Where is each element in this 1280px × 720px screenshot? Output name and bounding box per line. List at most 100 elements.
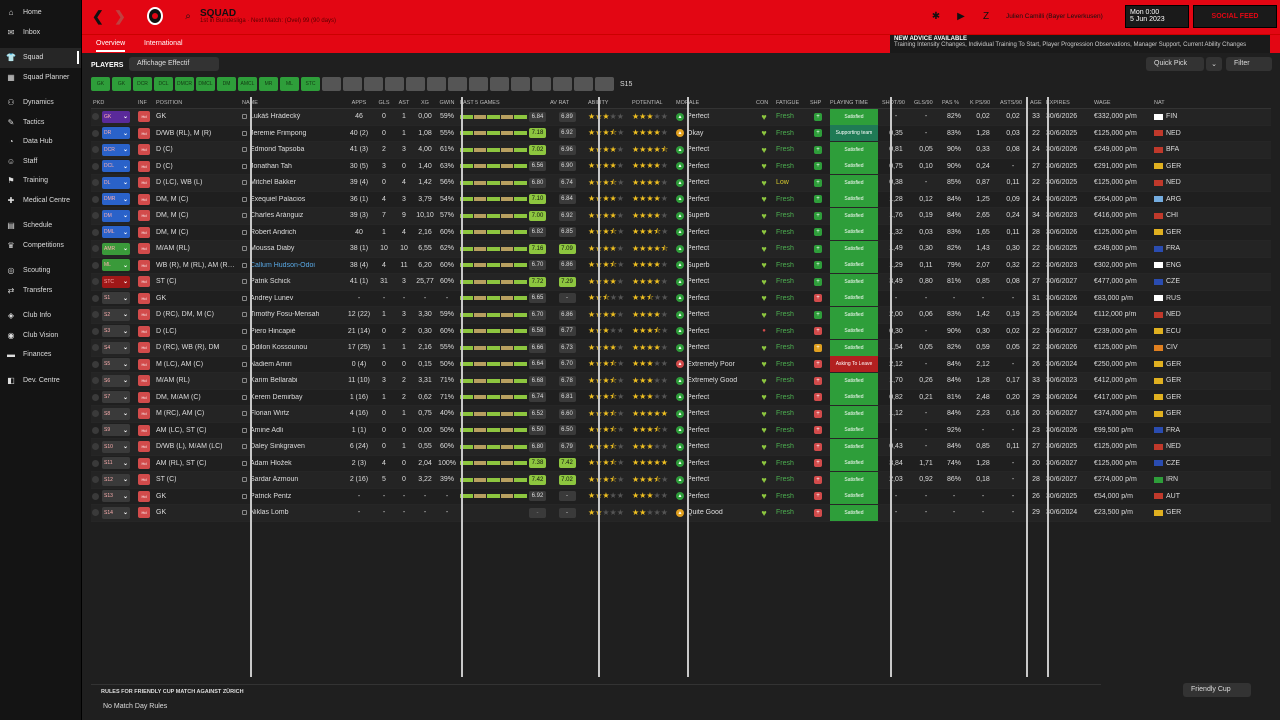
player-name[interactable]: Moussa Diaby — [250, 245, 295, 253]
name-cell[interactable]: Charles Aránguiz — [240, 212, 344, 219]
sidebar-item-home[interactable]: ⌂ Home — [0, 3, 81, 23]
position-select[interactable]: DML ⌄ — [102, 226, 130, 239]
name-cell[interactable]: Amine Adli — [240, 427, 344, 434]
table-row[interactable]: ML ⌄ Hd WB (R), M (RL), AM (RLC) Callum H… — [91, 257, 1271, 274]
empty-position-chip[interactable] — [511, 77, 530, 91]
video-icon[interactable]: ▶ — [957, 10, 965, 22]
info-badge-icon[interactable]: Hd — [138, 144, 150, 156]
position-chip[interactable]: DMCL — [196, 77, 215, 91]
pick-dot-icon[interactable] — [92, 476, 99, 484]
empty-position-chip[interactable] — [574, 77, 593, 91]
column-header[interactable]: XG — [421, 99, 429, 106]
table-row[interactable]: GK ⌄ Hd GK Lukáš Hrádecký 46 0 1 0,00 59%… — [91, 108, 1271, 126]
pick-dot-icon[interactable] — [92, 426, 99, 434]
table-row[interactable]: S11 ⌄ Hd AM (RL), ST (C) Adam Hložek 2 (3… — [91, 455, 1271, 472]
position-chip[interactable]: GK — [112, 77, 131, 91]
position-chip[interactable]: AMCL — [238, 77, 257, 91]
position-select[interactable]: DL ⌄ — [102, 176, 130, 189]
column-header[interactable]: SHP — [810, 99, 822, 106]
column-header[interactable]: ASTS/90 — [1000, 99, 1023, 106]
position-select[interactable]: S5 ⌄ — [102, 358, 130, 371]
player-name[interactable]: Exequiel Palacios — [250, 195, 306, 203]
empty-position-chip[interactable] — [553, 77, 572, 91]
column-header[interactable]: FATIGUE — [776, 99, 800, 106]
empty-position-chip[interactable] — [343, 77, 362, 91]
info-badge-icon[interactable]: Hd — [138, 210, 150, 222]
info-badge-icon[interactable]: Hd — [138, 292, 150, 304]
sidebar-item-club-vision[interactable]: ◉ Club Vision — [0, 326, 81, 346]
pick-dot-icon[interactable] — [92, 129, 99, 137]
player-name[interactable]: Timothy Fosu-Mensah — [250, 311, 320, 319]
column-header[interactable]: POTENTIAL — [632, 99, 663, 106]
pick-dot-icon[interactable] — [92, 294, 99, 302]
name-cell[interactable]: Niklas Lomb — [240, 509, 344, 516]
player-name[interactable]: Odilon Kossounou — [250, 344, 308, 352]
name-cell[interactable]: Robert Andrich — [240, 229, 344, 236]
table-row[interactable]: S1 ⌄ Hd GK Andrey Lunev - - - - - 6.65 - … — [91, 290, 1271, 307]
table-row[interactable]: S7 ⌄ Hd DM, M/AM (C) Kerem Demirbay 1 (16… — [91, 389, 1271, 406]
info-badge-icon[interactable]: Hd — [138, 457, 150, 469]
name-cell[interactable]: Patrik Schick — [240, 278, 344, 285]
name-cell[interactable]: Kerem Demirbay — [240, 394, 344, 401]
position-select[interactable]: ML ⌄ — [102, 259, 130, 272]
column-header[interactable]: PKD — [93, 99, 105, 106]
position-chip[interactable]: DMCR — [175, 77, 194, 91]
table-row[interactable]: S2 ⌄ Hd D (RC), DM, M (C) Timothy Fosu-Me… — [91, 306, 1271, 324]
empty-position-chip[interactable] — [490, 77, 509, 91]
pick-dot-icon[interactable] — [92, 179, 99, 187]
name-cell[interactable]: Moussa Diaby — [240, 245, 344, 252]
sidebar-item-club-info[interactable]: ◈ Club Info — [0, 306, 81, 326]
position-select[interactable]: S1 ⌄ — [102, 292, 130, 305]
pick-dot-icon[interactable] — [92, 212, 99, 220]
info-badge-icon[interactable]: Hd — [138, 375, 150, 387]
column-header[interactable]: INF — [138, 99, 147, 106]
position-select[interactable]: S10 ⌄ — [102, 440, 130, 453]
sidebar-item-training[interactable]: ⚑ Training — [0, 171, 81, 191]
player-name[interactable]: Amine Adli — [250, 426, 284, 434]
table-row[interactable]: S6 ⌄ Hd M/AM (RL) Karim Bellarabi 11 (10)… — [91, 372, 1271, 390]
empty-position-chip[interactable] — [427, 77, 446, 91]
player-name[interactable]: Patrik Schick — [250, 278, 291, 286]
name-cell[interactable]: Edmond Tapsoba — [240, 146, 344, 153]
column-header[interactable]: WAGE — [1094, 99, 1111, 106]
player-name[interactable]: Callum Hudson-Odoi — [250, 261, 315, 269]
empty-position-chip[interactable] — [406, 77, 425, 91]
info-badge-icon[interactable]: Hd — [138, 342, 150, 354]
column-header[interactable]: PAS % — [942, 99, 960, 106]
player-name[interactable]: Daley Sinkgraven — [250, 443, 305, 451]
name-cell[interactable]: Andrey Lunev — [240, 295, 344, 302]
table-row[interactable]: DL ⌄ Hd D (LC), WB (L) Mitchel Bakker 39 … — [91, 174, 1271, 192]
info-badge-icon[interactable]: Hd — [138, 127, 150, 139]
info-badge-icon[interactable]: Hd — [138, 177, 150, 189]
name-cell[interactable]: Odilon Kossounou — [240, 344, 344, 351]
sidebar-item-data-hub[interactable]: ◔ Data Hub — [0, 132, 81, 152]
sidebar-item-medical-centre[interactable]: ✚ Medical Centre — [0, 191, 81, 211]
player-name[interactable]: Kerem Demirbay — [250, 393, 303, 401]
pick-dot-icon[interactable] — [92, 113, 99, 121]
tab-international[interactable]: International — [144, 40, 183, 47]
position-select[interactable]: AMR ⌄ — [102, 242, 130, 255]
column-header[interactable]: PLAYING TIME — [830, 99, 869, 106]
pick-dot-icon[interactable] — [92, 360, 99, 368]
filter-button[interactable]: Filter — [1226, 57, 1272, 71]
table-row[interactable]: S10 ⌄ Hd D/WB (L), M/AM (LC) Daley Sinkgr… — [91, 438, 1271, 456]
pick-dot-icon[interactable] — [92, 344, 99, 352]
column-header[interactable]: NAT — [1154, 99, 1165, 106]
competition-dropdown[interactable]: Friendly Cup — [1183, 683, 1251, 697]
bug-icon[interactable]: ✱ — [931, 10, 941, 22]
name-cell[interactable]: Mitchel Bakker — [240, 179, 344, 186]
empty-position-chip[interactable] — [595, 77, 614, 91]
empty-position-chip[interactable] — [532, 77, 551, 91]
position-select[interactable]: S2 ⌄ — [102, 308, 130, 321]
table-row[interactable]: S14 ⌄ Hd GK Niklas Lomb - - - - - - - ★ ★ ★… — [91, 504, 1271, 522]
column-header[interactable]: NAME — [240, 100, 344, 106]
player-name[interactable]: Nadiem Amiri — [250, 360, 292, 368]
pick-dot-icon[interactable] — [92, 261, 99, 269]
player-name[interactable]: Piero Hincapié — [250, 327, 296, 335]
column-header[interactable]: LAST 5 GAMES — [460, 99, 500, 106]
info-badge-icon[interactable]: Hd — [138, 507, 150, 519]
forward-arrow-icon[interactable]: ❯ — [114, 8, 126, 24]
info-badge-icon[interactable]: Hd — [138, 408, 150, 420]
table-row[interactable]: S8 ⌄ Hd M (RC), AM (C) Florian Wirtz 4 (1… — [91, 405, 1271, 423]
sidebar-item-finances[interactable]: ▬ Finances — [0, 345, 81, 365]
